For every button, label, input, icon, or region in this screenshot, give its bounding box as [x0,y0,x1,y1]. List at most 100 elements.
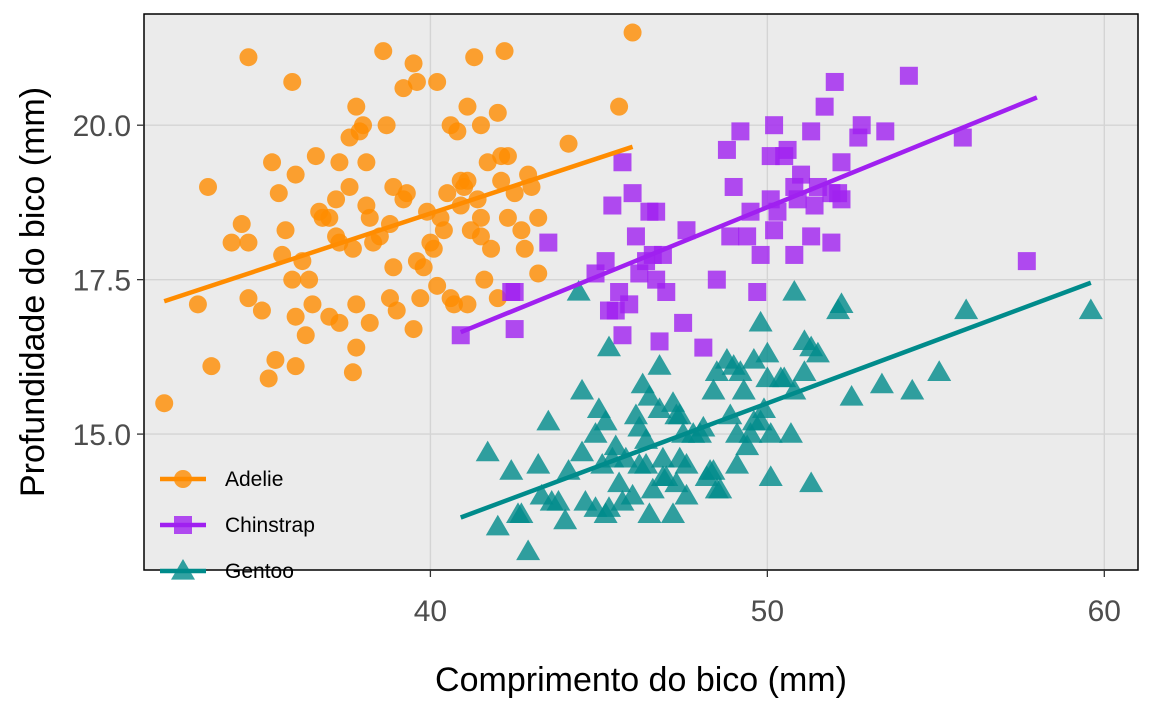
adelie-point [374,42,393,61]
gentoo-point [593,502,618,524]
adelie-point [330,153,349,172]
data-points [155,23,1103,561]
gentoo-point [799,471,824,493]
gentoo-point [603,434,628,456]
adelie-point [377,116,396,135]
gentoo-point [735,434,760,456]
gentoo-point [792,360,817,381]
gentoo-point [607,471,632,493]
adelie-point [263,153,282,172]
gentoo-point [664,471,689,493]
series-gentoo [475,280,1103,561]
adelie-point [296,326,315,345]
chinstrap-point [785,245,804,264]
adelie-point [286,307,305,326]
adelie-point [340,177,359,196]
series-chinstrap [451,66,1036,357]
legend: Adelie Chinstrap Gentoo [160,468,315,583]
chinstrap-point [832,190,851,209]
gentoo-point [1078,298,1103,320]
adelie-point [306,147,325,166]
gentoo-point [475,440,500,462]
chinstrap-point [650,332,669,351]
chinstrap-point [724,177,743,196]
adelie-point [269,184,288,203]
adelie-point [482,239,501,258]
legend-item-chinstrap: Chinstrap [160,514,315,537]
gentoo-point [640,477,665,499]
chinstrap-point [539,233,558,252]
adelie-point [458,295,477,314]
adelie-point [303,295,322,314]
legend-key-square [174,516,192,534]
chinstrap-point [738,227,757,246]
gentoo-trend-line [459,280,1092,520]
gentoo-point [650,465,675,486]
gentoo-point [748,310,773,332]
adelie-point [471,208,490,227]
chinstrap-point [657,283,676,301]
adelie-point [512,221,531,240]
legend-label: Adelie [225,468,283,491]
adelie-point [232,215,251,234]
gentoo-point [725,452,750,474]
gentoo-point [499,459,524,480]
gentoo-point [927,360,952,381]
adelie-point [448,122,467,141]
gentoo-point [583,422,608,443]
chinstrap-point [899,66,918,85]
gentoo-point [839,385,864,406]
adelie-point [239,48,258,67]
adelie-point [438,184,457,203]
adelie-point [515,239,534,258]
chinstrap-point [505,320,524,339]
adelie-point [428,72,447,91]
gentoo-point [954,298,979,320]
gentoo-point [647,397,672,419]
chinstrap-point [748,283,767,301]
chinstrap-point [765,221,784,240]
chinstrap-point [825,72,844,91]
gentoo-point [755,341,780,363]
gentoo-point [573,490,598,511]
chinstrap-point [505,283,524,301]
axis-ticks: 40 50 60 15.0 17.5 20.0 [73,110,1121,628]
adelie-point [222,233,241,252]
adelie-point [529,264,548,283]
adelie-point [434,221,453,240]
adelie-point [404,320,423,339]
adelie-point [286,165,305,184]
chinstrap-point [626,227,645,246]
panel-background [144,14,1138,570]
adelie-point [286,357,305,376]
chinstrap-point [849,128,868,147]
gentoo-point [701,378,726,400]
chinstrap-point [603,196,622,215]
adelie-point [360,313,379,332]
adelie-point [488,103,507,122]
gentoo-point [799,335,824,357]
gentoo-point [506,502,531,524]
gentoo-point [869,372,894,394]
gentoo-point [829,292,854,313]
chinstrap-point [721,227,740,246]
adelie-point [424,239,443,258]
chinstrap-point [765,116,784,135]
adelie-point [202,357,221,376]
adelie-point [458,97,477,116]
chinstrap-point [832,153,851,172]
chinstrap-point [802,122,821,141]
adelie-point [384,258,403,277]
gentoo-point [485,514,510,536]
chinstrap-point [751,245,770,264]
gentoo-point [687,422,712,443]
gentoo-point [630,372,655,394]
chinstrap-point [815,97,834,116]
adelie-point [327,190,346,209]
gentoo-point [758,465,783,486]
chinstrap-point [694,338,713,357]
adelie-point [199,177,218,196]
chinstrap-point [802,227,821,246]
gentoo-point [647,354,672,375]
chinstrap-point [876,122,895,141]
